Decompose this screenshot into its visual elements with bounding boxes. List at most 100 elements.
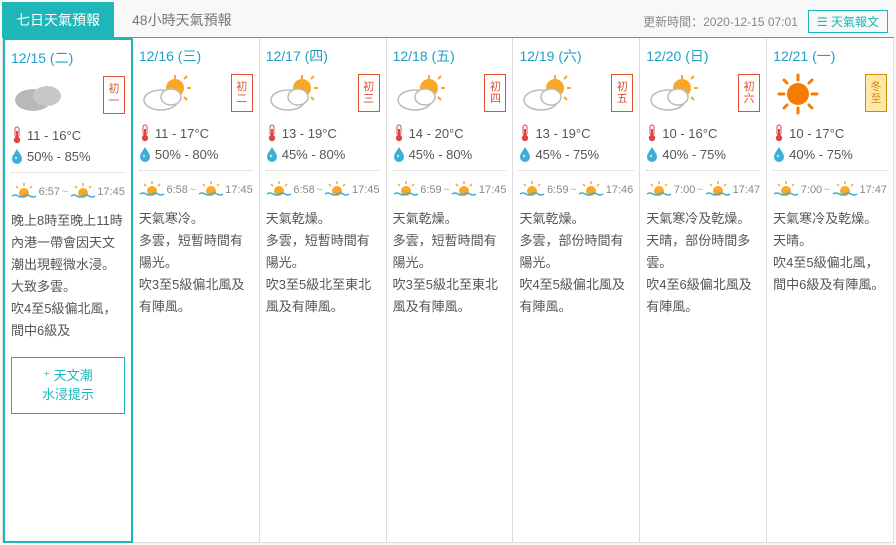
sunset-icon [832, 179, 858, 200]
temp-range: 13 - 19°C [266, 124, 380, 142]
humidity-icon [773, 146, 785, 162]
date-label: 12/17 (四) [266, 46, 380, 66]
forecast-text: 天氣寒冷及乾燥。天晴。吹4至5級偏北風，間中6級及有陣風。 [773, 208, 887, 296]
sunset-icon [198, 179, 224, 200]
sun-times: 7:00~17:47 [646, 179, 760, 200]
humidity-range: 45% - 75% [519, 146, 633, 162]
weather-report-link[interactable]: ☰ 天氣報文 [808, 10, 888, 33]
tab-48hr[interactable]: 48小時天氣預報 [114, 2, 250, 38]
thermometer-icon [773, 124, 785, 142]
sun-times: 7:00~17:47 [773, 179, 887, 200]
sun-times: 6:58~17:45 [266, 179, 380, 200]
tabbar-right: 更新時間：2020-12-15 07:01 ☰ 天氣報文 [643, 10, 888, 33]
sunset-icon [705, 179, 731, 200]
temp-range: 14 - 20°C [393, 124, 507, 142]
humidity-range: 40% - 75% [646, 146, 760, 162]
sunset-time: 17:45 [97, 186, 125, 198]
humidity-icon [266, 146, 278, 162]
sunrise-icon [646, 179, 672, 200]
date-label: 12/18 (五) [393, 46, 507, 66]
day-column: 12/21 (一)冬至10 - 17°C40% - 75%7:00~17:47天… [767, 38, 894, 543]
humidity-range: 50% - 80% [139, 146, 253, 162]
sunrise-icon [266, 179, 292, 200]
forecast-grid: 12/15 (二) 初一 11 - 16°C 50% - 85% 6:57~17:45 晚… [2, 38, 894, 543]
thermometer-icon [139, 124, 151, 142]
thermometer-icon [519, 124, 531, 142]
sunrise-time: 7:00 [674, 184, 695, 196]
sunset-icon [578, 179, 604, 200]
sunrise-time: 6:59 [420, 184, 441, 196]
sunset-time: 17:45 [479, 184, 507, 196]
forecast-widget: 七日天氣預報 48小時天氣預報 更新時間：2020-12-15 07:01 ☰ … [2, 2, 894, 543]
lunar-badge: 初五 [611, 74, 633, 112]
sunrise-icon [519, 179, 545, 200]
temp-range: 13 - 19°C [519, 124, 633, 142]
tide-warning-button[interactable]: ⁺ 天文潮水浸提示 [11, 357, 125, 414]
sunrise-icon [139, 179, 165, 200]
humidity-icon [393, 146, 405, 162]
sunrise-time: 6:58 [166, 184, 187, 196]
humidity-icon [139, 146, 151, 162]
thermometer-icon [646, 124, 658, 142]
thermometer-icon [266, 124, 278, 142]
forecast-text: 天氣乾燥。多雲，短暫時間有陽光。吹3至5級北至東北風及有陣風。 [393, 208, 507, 318]
sunset-time: 17:47 [859, 184, 887, 196]
lunar-badge: 初一 [103, 76, 125, 114]
forecast-text: 天氣乾燥。多雲，部份時間有陽光。吹4至5級偏北風及有陣風。 [519, 208, 633, 318]
day-column: 12/20 (日)初六10 - 16°C40% - 75%7:00~17:47天… [640, 38, 767, 543]
lunar-badge: 初三 [358, 74, 380, 112]
update-time: 更新時間：2020-12-15 07:01 [643, 13, 798, 30]
sunset-time: 17:47 [733, 184, 761, 196]
lunar-badge: 初二 [231, 74, 253, 112]
temp-range: 11 - 16°C [11, 126, 125, 144]
sunset-icon [324, 179, 350, 200]
humidity-range: 40% - 75% [773, 146, 887, 162]
lunar-badge: 初六 [738, 74, 760, 112]
day-column: 12/18 (五) 初四 14 - 20°C 45% - 80% 6:59~17:45 天… [387, 38, 514, 543]
divider [773, 170, 887, 171]
sun-times: 6:59~17:45 [393, 179, 507, 200]
divider [519, 170, 633, 171]
sunrise-time: 7:00 [801, 184, 822, 196]
lunar-badge: 初四 [484, 74, 506, 112]
sunset-time: 17:46 [606, 184, 634, 196]
forecast-text: 晚上8時至晚上11時內港一帶會因天文潮出現輕微水浸。大致多雲。吹4至5級偏北風，… [11, 210, 125, 343]
sun-times: 6:59~17:46 [519, 179, 633, 200]
sunrise-icon [773, 179, 799, 200]
temp-range: 11 - 17°C [139, 124, 253, 142]
lunar-badge: 冬至 [865, 74, 887, 112]
humidity-icon [11, 148, 23, 164]
temp-range: 10 - 16°C [646, 124, 760, 142]
sun-times: 6:58~17:45 [139, 179, 253, 200]
divider [139, 170, 253, 171]
sunrise-time: 6:59 [547, 184, 568, 196]
humidity-range: 45% - 80% [393, 146, 507, 162]
sunset-time: 17:45 [225, 184, 253, 196]
day-column: 12/16 (三) 初二 11 - 17°C 50% - 80% 6:58~17:45 天… [133, 38, 260, 543]
date-label: 12/15 (二) [11, 48, 125, 68]
sunset-icon [70, 181, 96, 202]
tab-7day[interactable]: 七日天氣預報 [2, 2, 114, 38]
day-column: 12/19 (六) 初五 13 - 19°C 45% - 75% 6:59~17:46 天… [513, 38, 640, 543]
divider [646, 170, 760, 171]
divider [11, 172, 125, 173]
sunrise-icon [11, 181, 37, 202]
sun-times: 6:57~17:45 [11, 181, 125, 202]
day-column: 12/17 (四) 初三 13 - 19°C 45% - 80% 6:58~17:45 天… [260, 38, 387, 543]
thermometer-icon [393, 124, 405, 142]
sunset-icon [451, 179, 477, 200]
humidity-icon [519, 146, 531, 162]
thermometer-icon [11, 126, 23, 144]
humidity-range: 45% - 80% [266, 146, 380, 162]
sunset-time: 17:45 [352, 184, 380, 196]
sunrise-icon [393, 179, 419, 200]
forecast-text: 天氣寒冷。多雲，短暫時間有陽光。吹3至5級偏北風及有陣風。 [139, 208, 253, 318]
date-label: 12/16 (三) [139, 46, 253, 66]
forecast-text: 天氣乾燥。多雲，短暫時間有陽光。吹3至5級北至東北風及有陣風。 [266, 208, 380, 318]
humidity-range: 50% - 85% [11, 148, 125, 164]
date-label: 12/19 (六) [519, 46, 633, 66]
tab-bar: 七日天氣預報 48小時天氣預報 更新時間：2020-12-15 07:01 ☰ … [2, 2, 894, 38]
divider [266, 170, 380, 171]
divider [393, 170, 507, 171]
forecast-text: 天氣寒冷及乾燥。天晴，部份時間多雲。吹4至6級偏北風及有陣風。 [646, 208, 760, 318]
